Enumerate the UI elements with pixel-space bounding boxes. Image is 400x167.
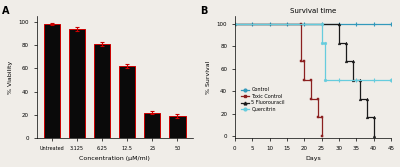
Text: B: B bbox=[200, 6, 208, 16]
Bar bbox=[119, 66, 135, 138]
Y-axis label: % Survival: % Survival bbox=[206, 60, 211, 94]
Bar bbox=[144, 113, 160, 138]
Bar bbox=[69, 29, 85, 138]
Bar bbox=[169, 116, 186, 138]
Title: Survival time: Survival time bbox=[290, 8, 336, 14]
Text: A: A bbox=[2, 6, 10, 16]
X-axis label: Concentration (μM/ml): Concentration (μM/ml) bbox=[79, 156, 150, 161]
Legend: Control, Toxic Control, 5 Fluorouracil, Quercitrin: Control, Toxic Control, 5 Fluorouracil, … bbox=[239, 86, 287, 114]
Y-axis label: % Viability: % Viability bbox=[8, 60, 13, 94]
X-axis label: Days: Days bbox=[305, 156, 321, 161]
Bar bbox=[44, 24, 60, 138]
Bar bbox=[94, 44, 110, 138]
